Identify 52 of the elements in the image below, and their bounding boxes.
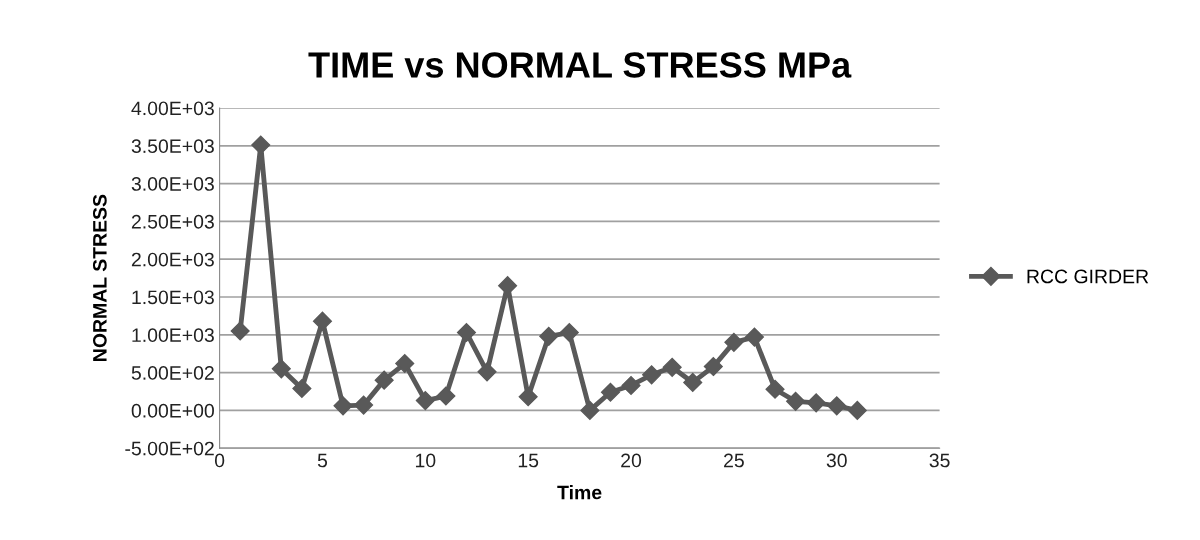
- y-tick-label: 5.00E+02: [131, 366, 214, 380]
- x-tick-label: 25: [724, 453, 744, 468]
- x-tick-label: 0: [214, 453, 225, 468]
- point: [271, 359, 291, 379]
- y-tick-label: 2.00E+03: [131, 252, 214, 267]
- point: [456, 322, 476, 343]
- point: [724, 332, 744, 352]
- point: [786, 391, 806, 411]
- chart-title: TIME vs NORMAL STRESS MPa: [308, 52, 852, 78]
- x-tick-label: 35: [929, 453, 950, 468]
- x-tick-label: 5: [317, 453, 328, 468]
- y-tick-label: 1.00E+03: [132, 328, 214, 343]
- point: [580, 400, 600, 420]
- point: [642, 365, 662, 385]
- point: [395, 353, 415, 374]
- point: [518, 387, 538, 407]
- point: [477, 362, 497, 382]
- x-tick-label: 30: [826, 453, 847, 468]
- point: [354, 395, 374, 415]
- point: [436, 386, 456, 406]
- point: [600, 382, 620, 402]
- x-tick-label: 10: [415, 453, 436, 468]
- point: [415, 391, 435, 411]
- point: [374, 370, 394, 390]
- y-axis-title: NORMAL STRESS: [92, 194, 107, 361]
- y-tick-label: 4.00E+03: [131, 101, 214, 116]
- legend-label: RCC GIRDER: [1027, 269, 1149, 284]
- point: [292, 378, 312, 399]
- point: [847, 400, 867, 420]
- point: [765, 379, 785, 399]
- point: [662, 357, 682, 377]
- point: [621, 375, 641, 395]
- y-tick-label: 3.50E+03: [131, 139, 214, 154]
- x-tick-label: 15: [518, 453, 539, 468]
- x-axis-title: Time: [557, 485, 602, 500]
- point: [539, 326, 559, 346]
- point: [230, 321, 250, 341]
- y-tick-label: 1.50E+03: [132, 290, 214, 305]
- point: [827, 396, 847, 416]
- point: [312, 311, 332, 331]
- point: [251, 135, 271, 155]
- y-tick-label: 3.00E+03: [131, 177, 214, 191]
- point: [683, 372, 703, 392]
- point: [806, 393, 826, 413]
- y-tick-label: -5.00E+02: [125, 441, 214, 456]
- y-tick-label: 0.00E+00: [131, 403, 214, 418]
- y-tick-label: 2.50E+03: [131, 214, 214, 229]
- point: [744, 327, 764, 347]
- point: [333, 396, 353, 416]
- point: [703, 357, 723, 377]
- x-tick-label: 20: [621, 453, 642, 468]
- point: [559, 322, 579, 343]
